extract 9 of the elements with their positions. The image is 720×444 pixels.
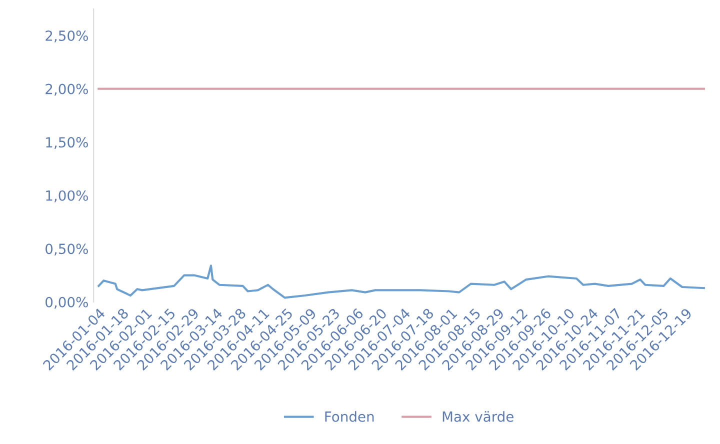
legend-label: Fonden (325, 411, 374, 422)
legend-label: Max värde (442, 411, 514, 422)
y-tick-label: 2,50% (46, 30, 88, 42)
y-tick-label: 1,00% (46, 190, 88, 202)
y-tick-label: 2,00% (46, 84, 88, 96)
y-tick-label: 0,50% (46, 244, 88, 256)
line-series (98, 264, 705, 299)
y-tick-label: 0,00% (46, 296, 88, 309)
y-tick-label: 1,50% (46, 137, 88, 149)
